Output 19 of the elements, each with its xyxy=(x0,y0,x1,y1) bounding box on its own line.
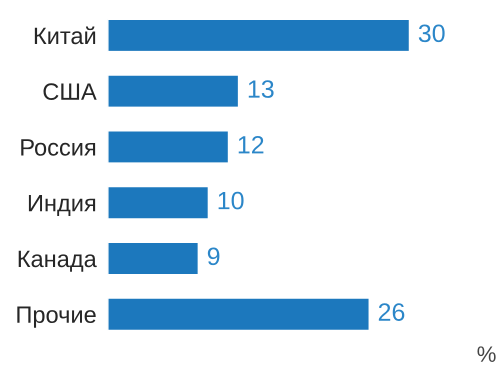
y-tick-label: Россия xyxy=(21,139,96,156)
y-tick-label: Прочие xyxy=(17,306,96,328)
bar xyxy=(108,186,210,220)
data-label: 12 xyxy=(238,136,264,154)
y-tick-label: Индия xyxy=(28,195,96,216)
bar xyxy=(108,18,410,52)
data-label: 9 xyxy=(208,247,220,266)
bar xyxy=(108,297,370,332)
y-tick-label: Китай xyxy=(34,26,96,44)
bar xyxy=(108,130,230,164)
data-label: 10 xyxy=(218,192,244,210)
y-tick-label: США xyxy=(44,83,97,100)
y-tick-label: Канада xyxy=(18,250,97,272)
text: % xyxy=(477,346,496,362)
data-label: 13 xyxy=(248,80,274,98)
data-label: 30 xyxy=(418,24,445,42)
bar xyxy=(108,242,200,276)
bar xyxy=(108,74,240,108)
data-label: 26 xyxy=(378,303,404,321)
